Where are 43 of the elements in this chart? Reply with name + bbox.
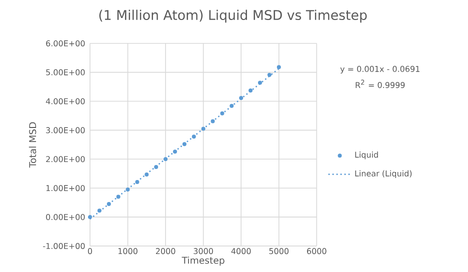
point [172, 150, 178, 154]
point [258, 80, 262, 85]
point [135, 180, 140, 184]
point [267, 72, 272, 77]
text: R$^{2}$ = 0.9999 [356, 80, 405, 88]
point [201, 126, 206, 131]
y-tick-label: 3.00E+00 [46, 127, 85, 134]
chart-title: (1 Million Atom) Liquid MSD vs Timestep [99, 10, 367, 23]
point [220, 111, 224, 116]
point [106, 202, 111, 206]
point [248, 88, 253, 93]
point [192, 134, 196, 139]
x-tick-label: 1000 [118, 248, 138, 254]
x-tick-label: 2000 [156, 248, 176, 254]
x-tick-label: 4000 [231, 248, 251, 254]
x-tick-label: 3000 [194, 248, 213, 254]
x-tick-label: 5000 [269, 248, 289, 254]
y-tick-label: 4.00E+00 [46, 98, 85, 104]
point [88, 215, 92, 220]
x-tick-label: 6000 [307, 248, 326, 254]
text: y = 0.001x - 0.0691 [340, 66, 420, 74]
legend-label: Linear (Liquid) [355, 170, 412, 178]
point [182, 142, 186, 146]
point [126, 188, 130, 192]
point [239, 96, 244, 100]
point [164, 157, 168, 162]
x-axis-title: Timestep [182, 256, 224, 266]
y-tick-label: -1.00E+00 [43, 242, 85, 250]
y-axis-title: Total MSD [28, 122, 36, 168]
x-tick-label: 0 [88, 248, 92, 254]
point [97, 208, 102, 213]
point [210, 119, 215, 124]
y-tick-label: 1.00E+00 [46, 185, 85, 192]
y-tick-label: 2.00E+00 [46, 156, 85, 162]
point [144, 172, 149, 176]
point [154, 164, 158, 169]
legend-label: Liquid [355, 152, 378, 160]
point [276, 65, 281, 70]
point [116, 194, 120, 199]
y-tick-label: 5.00E+00 [46, 69, 85, 76]
point [230, 104, 234, 108]
y-tick-label: 6.00E+00 [46, 40, 85, 46]
y-tick-label: 0.00E+00 [46, 214, 85, 220]
